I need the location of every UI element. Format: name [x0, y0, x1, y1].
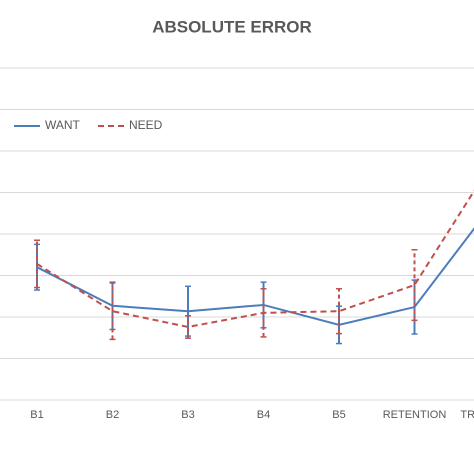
- x-tick-label: B2: [106, 409, 119, 421]
- x-tick-label: B1: [30, 409, 43, 421]
- legend-label: WANT: [45, 118, 81, 132]
- series-line: [36, 189, 474, 328]
- series-line: [36, 227, 474, 326]
- x-tick-label: B4: [257, 409, 270, 421]
- x-tick-label: TRANSFER: [460, 409, 474, 421]
- x-tick-label: RETENTION: [383, 409, 447, 421]
- legend-label: NEED: [129, 118, 163, 132]
- chart-title: ABSOLUTE ERROR: [152, 17, 312, 36]
- x-tick-label: B3: [181, 409, 194, 421]
- x-tick-label: B5: [332, 409, 345, 421]
